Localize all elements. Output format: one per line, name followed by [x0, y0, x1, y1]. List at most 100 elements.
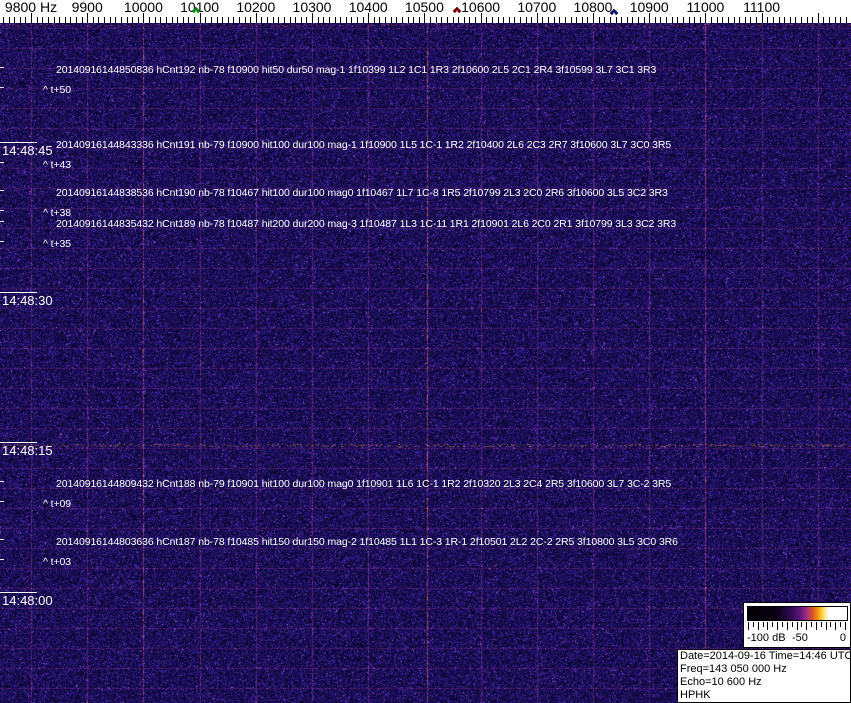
ruler-tick: [526, 17, 527, 23]
freq-label: 10100: [180, 0, 219, 15]
event-edge-tick: [0, 559, 4, 560]
ruler-tick: [205, 17, 206, 23]
ruler-tick: [498, 17, 499, 23]
colorbar-tick: [845, 622, 846, 630]
colorbar-tick: [811, 622, 812, 627]
colorbar-tick: [753, 622, 754, 627]
ruler-tick: [222, 17, 223, 23]
ruler-tick: [138, 17, 139, 23]
ruler-tick: [734, 17, 735, 23]
ruler-tick: [627, 17, 628, 23]
ruler-tick: [453, 17, 454, 23]
ruler-tick: [20, 17, 21, 23]
ruler-tick: [677, 17, 678, 23]
event-log-line: 20140916144803636 hCnt187 nb-78 f10485 h…: [56, 536, 678, 548]
ruler-tick: [750, 17, 751, 23]
ruler-tick: [655, 17, 656, 23]
ruler-tick: [98, 17, 99, 23]
ruler-tick: [54, 17, 55, 23]
event-edge-tick: [0, 190, 4, 191]
ruler-tick: [329, 17, 330, 23]
ruler-tick: [306, 17, 307, 23]
freq-label: 11000: [686, 0, 724, 15]
annotations-layer: 14:48:45 14:48:30 14:48:15 14:48:00 20140916…: [0, 0, 851, 703]
ruler-tick: [458, 17, 459, 23]
ruler-tick: [273, 17, 274, 23]
info-date-time: Date=2014-09-16 Time=14:46 UTC: [680, 650, 848, 663]
ruler-tick: [104, 17, 105, 23]
ruler-tick: [363, 17, 364, 23]
ruler-tick: [475, 17, 476, 23]
ruler-tick: [700, 17, 701, 23]
event-log-line: 20140916144838536 hCnt190 nb-78 f10467 h…: [56, 187, 668, 199]
time-label: 14:48:00: [2, 593, 53, 608]
event-time-offset-label: ^ t+35: [43, 238, 71, 250]
ruler-tick: [132, 17, 133, 23]
ruler-tick: [177, 17, 178, 23]
ruler-tick: [638, 17, 639, 23]
ruler-tick: [812, 17, 813, 23]
ruler-tick: [93, 17, 94, 23]
ruler-tick: [239, 17, 240, 23]
colorbar-tick: [792, 622, 793, 627]
ruler-tick: [233, 17, 234, 23]
ruler-tick: [599, 17, 600, 23]
ruler-tick: [391, 17, 392, 23]
freq-label: 10900: [630, 0, 669, 15]
ruler-tick: [520, 17, 521, 23]
ruler-tick: [509, 17, 510, 23]
ruler-tick: [779, 17, 780, 23]
ruler-tick: [346, 17, 347, 23]
ruler-tick: [441, 17, 442, 23]
status-info-box: Date=2014-09-16 Time=14:46 UTC Freq=143 …: [677, 649, 851, 703]
ruler-tick: [374, 17, 375, 23]
ruler-tick: [469, 17, 470, 23]
ruler-tick: [616, 17, 617, 23]
ruler-tick: [183, 17, 184, 23]
ruler-tick: [576, 17, 577, 23]
ruler-tick: [807, 17, 808, 23]
ruler-tick: [115, 17, 116, 23]
ruler-tick: [840, 17, 841, 23]
spectrogram-display: 9800 Hz 9900 10000 10100 10200 10300 10400 1050…: [0, 0, 851, 703]
ruler-tick: [379, 17, 380, 23]
ruler-tick: [514, 17, 515, 23]
ruler-tick: [436, 17, 437, 23]
marker-red-icon[interactable]: [453, 7, 461, 15]
ruler-tick: [784, 17, 785, 23]
ruler-tick: [571, 17, 572, 23]
ruler-tick: [666, 17, 667, 23]
ruler-tick: [672, 17, 673, 23]
event-log-line: 20140916144850836 hCnt192 nb-78 f10900 h…: [56, 64, 656, 76]
info-echo-frequency: Echo=10 600 Hz: [680, 676, 848, 689]
ruler-tick: [419, 17, 420, 23]
info-station-code: HPHK: [680, 689, 848, 702]
event-time-offset-label: ^ t+03: [43, 556, 71, 568]
ruler-tick: [340, 17, 341, 23]
ruler-tick: [194, 17, 195, 23]
ruler-tick: [323, 17, 324, 23]
ruler-tick: [278, 17, 279, 23]
time-label: 14:48:15: [2, 443, 53, 458]
ruler-tick: [402, 17, 403, 23]
ruler-tick: [717, 17, 718, 23]
colorbar-tick: [767, 622, 768, 630]
ruler-tick: [644, 17, 645, 23]
ruler-tick: [121, 17, 122, 23]
ruler-tick: [565, 17, 566, 23]
ruler-tick: [295, 17, 296, 23]
ruler-tick: [245, 17, 246, 23]
ruler-tick: [711, 17, 712, 23]
ruler-tick: [211, 17, 212, 23]
marker-blue-icon[interactable]: [610, 9, 618, 17]
ruler-tick: [621, 17, 622, 23]
ruler-tick: [14, 17, 15, 23]
marker-red-center-dot: [454, 11, 460, 17]
ruler-tick: [59, 17, 60, 23]
ruler-tick: [492, 17, 493, 23]
colorbar-tick: [816, 622, 817, 630]
ruler-tick: [756, 17, 757, 23]
freq-label: 9800 Hz: [5, 0, 57, 15]
event-log-line: 20140916144809432 hCnt188 nb-79 f10901 h…: [56, 478, 671, 490]
frequency-ruler: 9800 Hz 9900 10000 10100 10200 10300 10400 1050…: [0, 0, 851, 23]
